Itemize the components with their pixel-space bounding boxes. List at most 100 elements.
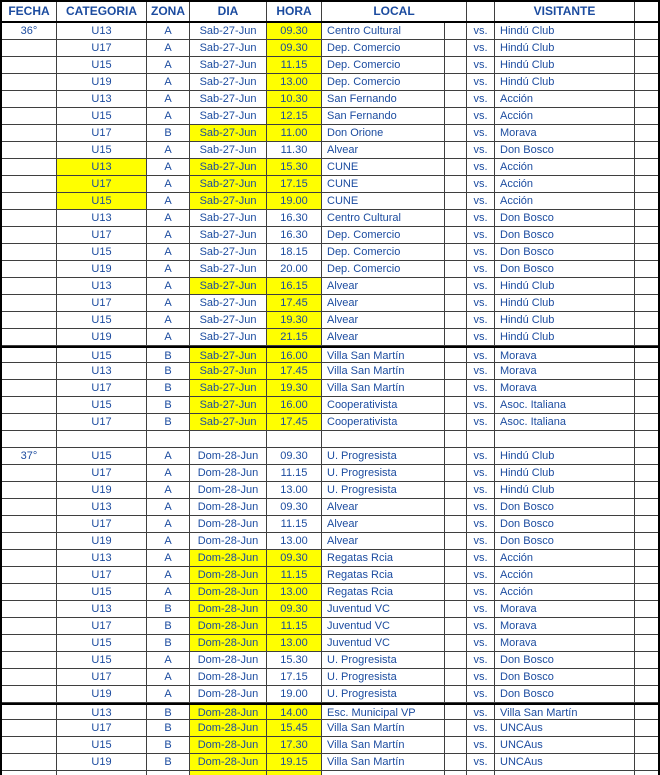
cell-zona: A xyxy=(147,329,190,345)
cell-dia: Dom-28-Jun xyxy=(190,448,267,464)
cell-hora: 09.30 xyxy=(267,448,322,464)
cell-vs: vs. xyxy=(467,550,495,566)
cell-spacer xyxy=(445,720,467,736)
table-row: U19 A Sab-27-Jun 13.00 Dep. Comercio vs.… xyxy=(2,74,658,91)
cell-spacer xyxy=(445,159,467,175)
table-row: U17 A Sab-27-Jun 17.15 CUNE vs. Acción xyxy=(2,176,658,193)
cell-categoria: U19 xyxy=(57,261,147,277)
cell-fecha xyxy=(2,363,57,379)
cell-zona: B xyxy=(147,414,190,430)
cell-vs: vs. xyxy=(467,705,495,719)
cell-spacer xyxy=(445,40,467,56)
table-row: U17 A Sab-27-Jun 16.30 Dep. Comercio vs.… xyxy=(2,227,658,244)
cell-spacer xyxy=(635,210,658,226)
cell-spacer xyxy=(445,278,467,294)
cell-spacer xyxy=(635,261,658,277)
cell-local: Dep. Comercio xyxy=(322,227,445,243)
cell-visitante: Acción xyxy=(495,550,635,566)
table-row: U13 A Sab-27-Jun 10.30 San Fernando vs. … xyxy=(2,91,658,108)
cell-vs: vs. xyxy=(467,329,495,345)
cell-vs: vs. xyxy=(467,261,495,277)
cell-categoria: U13 xyxy=(57,499,147,515)
cell-visitante: Hindú Club xyxy=(495,57,635,73)
table-row: U19 A Sab-27-Jun 21.15 Alvear vs. Hindú … xyxy=(2,329,658,346)
cell-categoria xyxy=(57,431,147,447)
cell-spacer xyxy=(445,482,467,498)
table-row: U17 A Dom-28-Jun 11.15 U. Progresista vs… xyxy=(2,465,658,482)
cell-local: Villa San Martín xyxy=(322,737,445,753)
cell-fecha xyxy=(2,737,57,753)
cell-vs: vs. xyxy=(467,397,495,413)
cell-zona: A xyxy=(147,278,190,294)
cell-dia: Sab-27-Jun xyxy=(190,193,267,209)
cell-hora xyxy=(267,431,322,447)
cell-spacer xyxy=(445,295,467,311)
table-row: U15 B Sab-27-Jun 16.00 Cooperativista vs… xyxy=(2,397,658,414)
cell-fecha xyxy=(2,295,57,311)
table-row: U13 A Sab-27-Jun 16.15 Alvear vs. Hindú … xyxy=(2,278,658,295)
cell-fecha xyxy=(2,380,57,396)
cell-spacer xyxy=(445,601,467,617)
cell-zona xyxy=(147,431,190,447)
cell-vs: vs. xyxy=(467,720,495,736)
cell-visitante: Morava xyxy=(495,618,635,634)
cell-spacer xyxy=(445,380,467,396)
cell-fecha xyxy=(2,227,57,243)
cell-hora: 13.00 xyxy=(267,635,322,651)
cell-visitante: Hindú Club xyxy=(495,278,635,294)
cell-visitante: Villa San Martín xyxy=(495,705,635,719)
table-row: 37° U15 A Dom-28-Jun 09.30 U. Progresist… xyxy=(2,448,658,465)
cell-dia: Sab-27-Jun xyxy=(190,57,267,73)
cell-dia: Sab-27-Jun xyxy=(190,397,267,413)
cell-local: CUNE xyxy=(322,176,445,192)
cell-hora: 11.15 xyxy=(267,618,322,634)
cell-categoria: U15 xyxy=(57,584,147,600)
cell-local: Alvear xyxy=(322,329,445,345)
table-row: U15 B Dom-28-Jun 17.30 Villa San Martín … xyxy=(2,737,658,754)
cell-visitante: Morava xyxy=(495,125,635,141)
cell-hora: 17.45 xyxy=(267,295,322,311)
cell-fecha xyxy=(2,142,57,158)
cell-categoria: U17 xyxy=(57,516,147,532)
cell-zona: A xyxy=(147,57,190,73)
cell-spacer xyxy=(635,737,658,753)
cell-local: Cooperativista xyxy=(322,397,445,413)
cell-visitante: Don Bosco xyxy=(495,499,635,515)
cell-local: Juventud VC xyxy=(322,618,445,634)
cell-vs: vs. xyxy=(467,686,495,702)
cell-categoria: U17 xyxy=(57,380,147,396)
cell-spacer xyxy=(445,125,467,141)
cell-local: Villa San Martín xyxy=(322,754,445,770)
cell-zona: B xyxy=(147,601,190,617)
cell-dia: Dom-28-Jun xyxy=(190,584,267,600)
cell-fecha xyxy=(2,348,57,362)
cell-fecha xyxy=(2,329,57,345)
cell-dia: Dom-28-Jun xyxy=(190,482,267,498)
column-header-spacer xyxy=(635,2,658,21)
cell-categoria: U13 xyxy=(57,601,147,617)
cell-dia: Dom-28-Jun xyxy=(190,618,267,634)
table-row: U19 A Sab-27-Jun 20.00 Dep. Comercio vs.… xyxy=(2,261,658,278)
cell-vs: vs. xyxy=(467,23,495,39)
cell-visitante: UNCAus xyxy=(495,720,635,736)
cell-visitante: Morava xyxy=(495,363,635,379)
cell-visitante: Asoc. Italiana xyxy=(495,414,635,430)
cell-dia: Sab-27-Jun xyxy=(190,210,267,226)
cell-spacer xyxy=(445,244,467,260)
cell-dia: Sab-27-Jun xyxy=(190,414,267,430)
cell-hora: 17.15 xyxy=(267,176,322,192)
cell-dia: Dom-28-Jun xyxy=(190,635,267,651)
cell-hora: 10.30 xyxy=(267,91,322,107)
cell-categoria: U15 xyxy=(57,244,147,260)
cell-spacer xyxy=(635,278,658,294)
cell-spacer xyxy=(635,91,658,107)
table-row: U13 A Dom-28-Jun 09.30 Regatas Rcia vs. … xyxy=(2,550,658,567)
cell-vs: vs. xyxy=(467,601,495,617)
cell-vs xyxy=(467,771,495,775)
cell-hora: 21.15 xyxy=(267,329,322,345)
cell-vs: vs. xyxy=(467,312,495,328)
cell-fecha xyxy=(2,108,57,124)
cell-zona: A xyxy=(147,261,190,277)
cell-spacer xyxy=(445,652,467,668)
cell-zona: A xyxy=(147,210,190,226)
